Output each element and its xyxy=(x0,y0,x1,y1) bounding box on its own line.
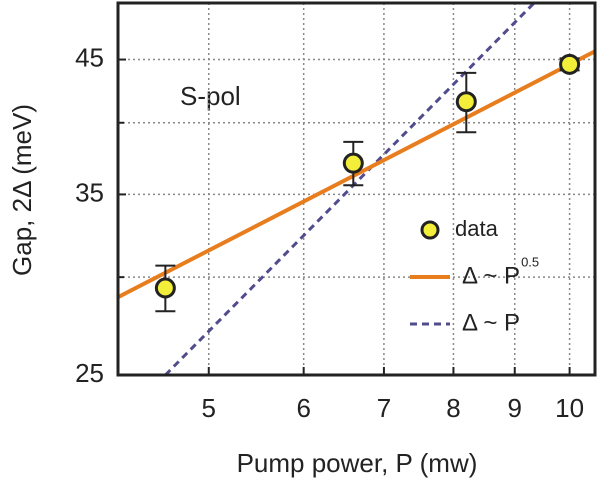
legend-label: Δ ~ P xyxy=(462,262,520,289)
y-axis-label: Gap, 2Δ (meV) xyxy=(7,104,37,276)
data-point xyxy=(342,152,364,174)
x-tick-label: 5 xyxy=(202,393,216,423)
legend-label: data xyxy=(455,216,499,241)
x-axis-label: Pump power, P (mw) xyxy=(237,448,478,478)
x-tick-label: 10 xyxy=(555,393,584,423)
data-point xyxy=(455,91,477,113)
x-tick-label: 9 xyxy=(508,393,522,423)
annotation: S-pol xyxy=(180,81,241,111)
y-tick-label: 45 xyxy=(75,42,104,72)
x-tick-label: 6 xyxy=(296,393,310,423)
x-tick-label: 8 xyxy=(446,393,460,423)
plot-frame xyxy=(116,1,597,377)
data-point xyxy=(559,53,581,75)
legend-label: Δ ~ P xyxy=(462,309,520,336)
fit-line xyxy=(118,49,595,299)
data-point xyxy=(154,277,176,299)
y-tick-label: 25 xyxy=(75,358,104,388)
y-tick-label: 35 xyxy=(75,177,104,207)
fit-line xyxy=(164,3,536,375)
legend-marker xyxy=(420,220,440,240)
x-tick-label: 7 xyxy=(377,393,391,423)
legend-superscript: 0.5 xyxy=(521,254,539,269)
